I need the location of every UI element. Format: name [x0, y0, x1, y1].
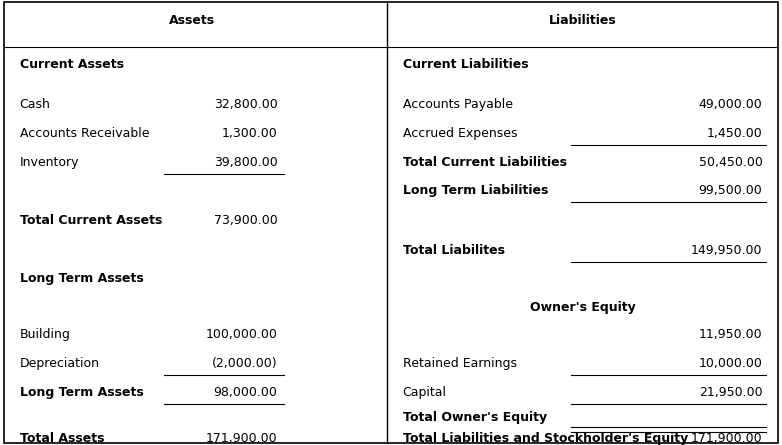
Text: Liabilities: Liabilities [549, 13, 616, 27]
Text: Total Liabilites: Total Liabilites [403, 243, 504, 257]
Text: 1,300.00: 1,300.00 [222, 127, 278, 140]
Text: Capital: Capital [403, 386, 447, 399]
Text: 100,000.00: 100,000.00 [206, 328, 278, 341]
Text: Total Current Assets: Total Current Assets [20, 214, 162, 227]
Text: 1,450.00: 1,450.00 [707, 127, 762, 140]
Text: 32,800.00: 32,800.00 [213, 98, 278, 111]
Text: 73,900.00: 73,900.00 [213, 214, 278, 227]
Text: Cash: Cash [20, 98, 50, 111]
Text: 171,900.00: 171,900.00 [691, 432, 762, 445]
Text: 98,000.00: 98,000.00 [213, 386, 278, 399]
Text: 50,450.00: 50,450.00 [698, 156, 762, 169]
Text: Total Owner's Equity: Total Owner's Equity [403, 411, 547, 424]
Text: Current Assets: Current Assets [20, 58, 124, 71]
Text: Accounts Receivable: Accounts Receivable [20, 127, 149, 140]
Text: 171,900.00: 171,900.00 [206, 432, 278, 445]
Text: Depreciation: Depreciation [20, 357, 99, 370]
Text: Accounts Payable: Accounts Payable [403, 98, 513, 111]
Text: Total Liabilities and Stockholder's Equity: Total Liabilities and Stockholder's Equi… [403, 432, 688, 445]
Text: Assets: Assets [169, 13, 214, 27]
Text: Long Term Assets: Long Term Assets [20, 271, 143, 285]
Text: Building: Building [20, 328, 70, 341]
Text: 149,950.00: 149,950.00 [691, 243, 762, 257]
Text: (2,000.00): (2,000.00) [212, 357, 278, 370]
Text: Retained Earnings: Retained Earnings [403, 357, 517, 370]
Text: Total Assets: Total Assets [20, 432, 104, 445]
Text: Owner's Equity: Owner's Equity [529, 300, 636, 314]
Text: Inventory: Inventory [20, 156, 79, 169]
Text: 49,000.00: 49,000.00 [698, 98, 762, 111]
Text: Current Liabilities: Current Liabilities [403, 58, 529, 71]
Text: Accrued Expenses: Accrued Expenses [403, 127, 517, 140]
Text: 99,500.00: 99,500.00 [698, 184, 762, 197]
Text: 11,950.00: 11,950.00 [699, 328, 762, 341]
Text: 10,000.00: 10,000.00 [698, 357, 762, 370]
Text: Long Term Assets: Long Term Assets [20, 386, 143, 399]
Text: 39,800.00: 39,800.00 [213, 156, 278, 169]
Text: Total Current Liabilities: Total Current Liabilities [403, 156, 567, 169]
Text: 21,950.00: 21,950.00 [699, 386, 762, 399]
Text: Long Term Liabilities: Long Term Liabilities [403, 184, 548, 197]
